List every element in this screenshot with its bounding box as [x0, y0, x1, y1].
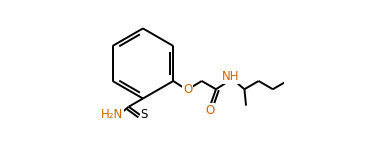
Text: H₂N: H₂N	[101, 108, 124, 122]
Text: NH: NH	[222, 71, 240, 84]
Text: S: S	[140, 108, 148, 122]
Text: O: O	[206, 104, 215, 117]
Text: O: O	[183, 83, 192, 96]
